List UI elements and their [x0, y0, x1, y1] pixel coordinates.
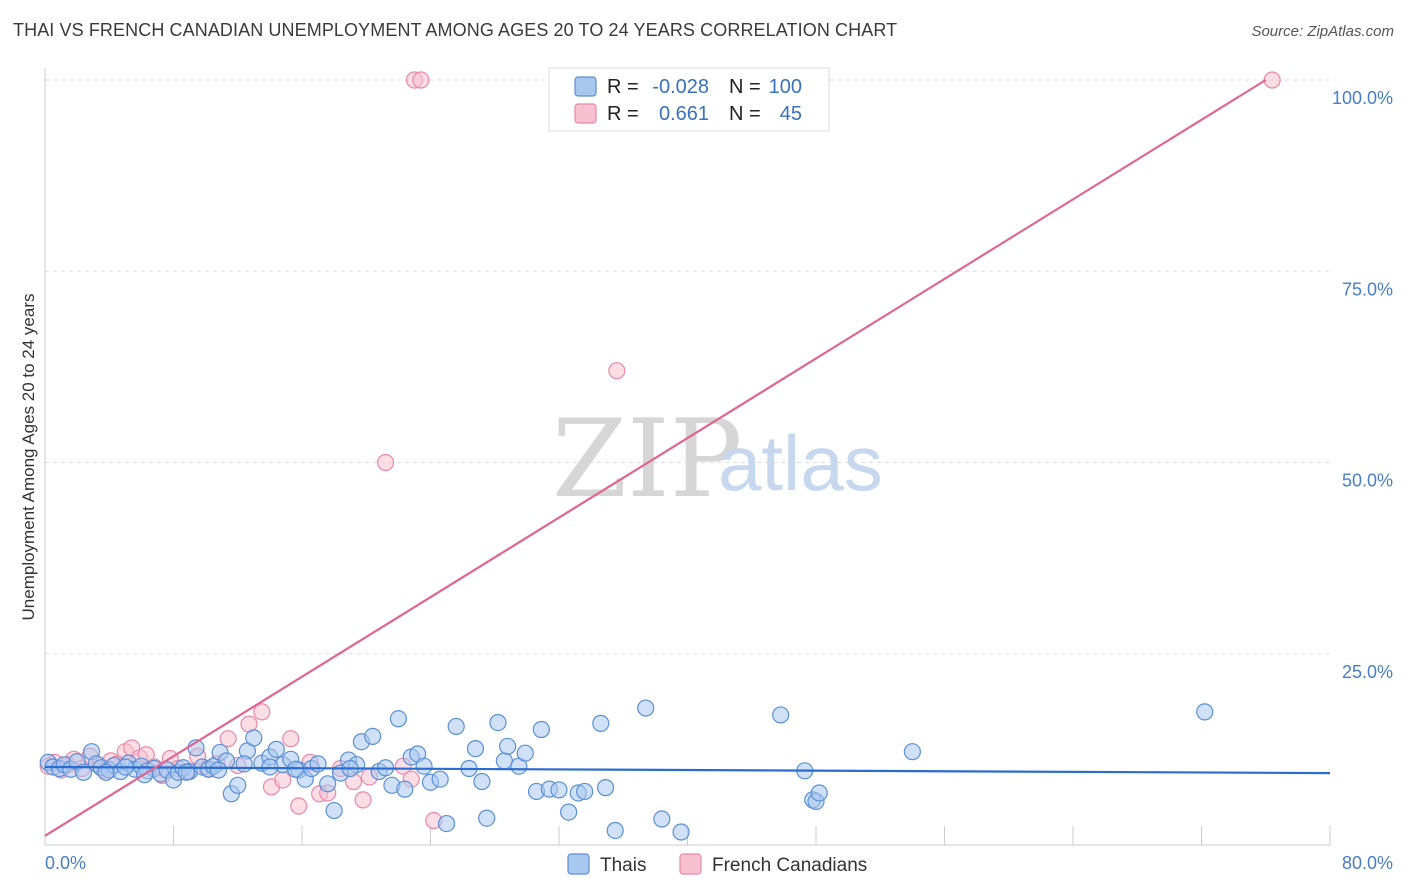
thai-point	[592, 714, 610, 732]
thai-point	[396, 780, 414, 798]
legend-thai-n-value: 100	[769, 76, 802, 98]
legend-thai-swatch	[574, 76, 597, 97]
thai-point	[810, 784, 828, 802]
legend-thai-n-label: N =	[729, 76, 761, 98]
legend-thai-r-label: R =	[607, 76, 639, 98]
thai-point	[447, 717, 465, 736]
thai-trend-line	[44, 765, 1331, 775]
french-canadian-point	[274, 771, 292, 789]
watermark-atlas: atlas	[718, 419, 883, 507]
bottom-legend: Thais French Canadians	[567, 853, 867, 876]
thai-point	[209, 761, 228, 779]
y-tick-label: 25.0%	[1342, 662, 1393, 682]
thai-point	[596, 779, 615, 797]
thai-point	[489, 713, 507, 732]
thai-point	[606, 821, 624, 840]
thai-point	[1196, 703, 1214, 721]
y-tick-label: 100.0%	[1332, 88, 1393, 108]
thai-point	[473, 772, 491, 791]
thai-point	[478, 809, 496, 827]
thai-point	[653, 810, 671, 828]
bottom-legend-thai-swatch	[567, 853, 590, 875]
french-canadian-point	[1263, 71, 1281, 89]
tick-labels: 25.0% 50.0% 75.0% 100.0% 0.0% 80.0%	[45, 88, 1393, 873]
french-canadian-point	[608, 362, 626, 380]
legend-french-n-value: 45	[780, 103, 802, 125]
french-canadian-point	[282, 730, 300, 748]
y-tick-label: 50.0%	[1342, 471, 1393, 491]
trend-lines	[44, 79, 1331, 837]
french-canadian-point	[290, 797, 308, 815]
thai-point	[309, 755, 327, 773]
thai-point	[229, 776, 247, 794]
thai-point	[903, 743, 921, 761]
thai-point	[235, 755, 253, 773]
bottom-legend-french-swatch	[679, 853, 702, 875]
thai-point	[576, 782, 594, 801]
french-canadian-point	[376, 453, 395, 472]
x-tick-label: 0.0%	[45, 853, 86, 873]
y-tick-label: 75.0%	[1342, 279, 1393, 299]
y-axis-title: Unemployment Among Ages 20 to 24 years	[19, 294, 38, 621]
watermark: ZIP atlas	[552, 397, 883, 522]
french-canadian-trend-line	[44, 79, 1267, 837]
legend-thai-r-value: -0.028	[652, 76, 709, 98]
thai-point	[415, 757, 433, 775]
french-canadian-point	[354, 791, 372, 809]
legend-french-n-label: N =	[729, 103, 761, 125]
thai-point	[437, 814, 456, 833]
french-canadian-point	[219, 730, 237, 748]
chart-title: THAI VS FRENCH CANADIAN UNEMPLOYMENT AMO…	[13, 20, 898, 40]
legend-french-swatch	[574, 103, 597, 124]
thai-point	[672, 823, 690, 841]
thai-point	[466, 740, 485, 758]
thai-point	[516, 744, 534, 762]
thai-point	[499, 737, 517, 755]
thai-point	[245, 729, 263, 747]
thai-point	[550, 781, 568, 799]
chart-source: Source: ZipAtlas.com	[1251, 23, 1394, 40]
bottom-legend-thai-label: Thais	[600, 855, 646, 876]
thai-point	[389, 710, 407, 728]
thai-point	[325, 801, 343, 820]
thai-point	[319, 775, 337, 793]
legend-french-r-value: 0.661	[659, 103, 709, 125]
thai-point	[637, 699, 655, 717]
grid	[45, 79, 1330, 655]
axes	[44, 68, 1331, 846]
bottom-legend-french-label: French Canadians	[712, 855, 867, 876]
thai-point	[74, 763, 93, 781]
legend: R = -0.028 N = 100 R = 0.661 N = 45	[548, 67, 830, 132]
thai-point	[495, 752, 513, 770]
thai-point	[364, 727, 382, 745]
thai-point	[560, 803, 578, 821]
french-canadian-point	[412, 71, 430, 89]
thai-point	[532, 720, 550, 739]
thai-point	[431, 770, 449, 788]
thai-point	[772, 706, 790, 724]
french-canadian-point	[253, 703, 271, 721]
x-tick-label: 80.0%	[1342, 853, 1393, 873]
legend-french-r-label: R =	[607, 103, 639, 125]
thai-point	[267, 740, 285, 758]
